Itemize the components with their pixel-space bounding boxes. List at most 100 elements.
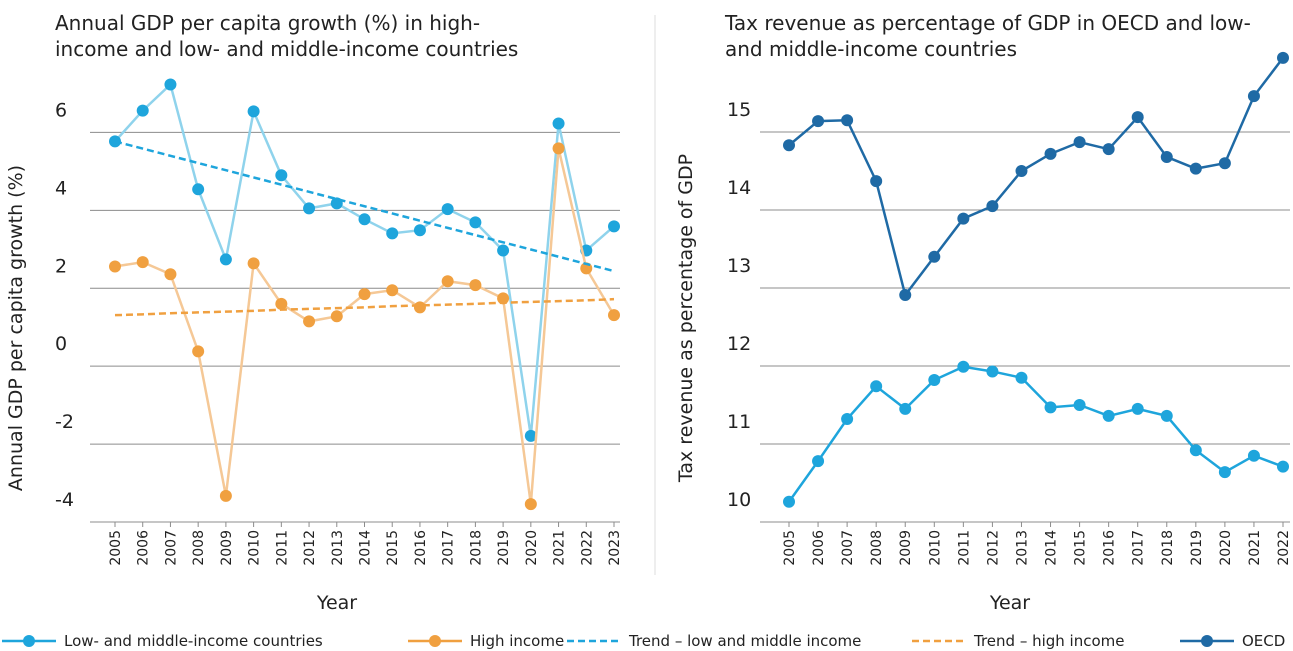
point [986, 200, 999, 213]
legend-label: Low- and middle-income countries [64, 632, 323, 650]
point [1044, 147, 1057, 160]
point [1218, 157, 1231, 170]
point [899, 402, 912, 415]
x-tick-label: 2013 [1014, 530, 1030, 566]
point [247, 105, 260, 118]
point [303, 202, 316, 215]
x-tick-label: 2020 [1218, 530, 1234, 566]
point [552, 117, 565, 130]
y-tick-label: 0 [55, 333, 67, 355]
point [469, 279, 482, 292]
point [957, 212, 970, 225]
legend-marker [23, 635, 35, 647]
x-tick-label: 2018 [468, 530, 484, 566]
point [928, 374, 941, 387]
legend-marker [1201, 635, 1213, 647]
x-tick-label: 2020 [524, 530, 540, 566]
point [783, 139, 795, 152]
x-tick-label: 2005 [782, 530, 798, 566]
point [783, 495, 795, 508]
point [413, 224, 426, 237]
point [497, 244, 510, 257]
point [1102, 143, 1115, 156]
point [1044, 401, 1057, 414]
point [1189, 162, 1202, 175]
point [1277, 460, 1289, 473]
point [1073, 136, 1086, 149]
point [109, 260, 121, 273]
point [608, 309, 620, 322]
x-tick-label: 2013 [330, 530, 346, 566]
point [441, 275, 454, 288]
x-tick-label: 2017 [441, 530, 457, 566]
point [1160, 150, 1173, 163]
x-tick-label: 2014 [358, 530, 374, 566]
x-tick-label: 2010 [927, 530, 943, 566]
legend-label: Trend – low and middle income [628, 632, 861, 650]
point [524, 498, 537, 511]
point [870, 380, 883, 393]
point [164, 78, 177, 91]
x-axis-label: Year [989, 592, 1030, 614]
y-axis-label: Annual GDP per capita growth (%) [5, 165, 27, 491]
point [812, 115, 825, 128]
point [1015, 371, 1028, 384]
point [219, 489, 232, 502]
x-tick-label: 2018 [1160, 530, 1176, 566]
point [386, 227, 399, 240]
point [136, 104, 149, 117]
y-tick-label: 10 [727, 489, 751, 511]
trend-line [114, 297, 615, 317]
x-tick-label: 2006 [811, 530, 827, 566]
point [303, 315, 316, 328]
x-tick-label: 2008 [191, 530, 207, 566]
point [164, 268, 177, 281]
x-tick-label: 2016 [1102, 530, 1118, 566]
point [524, 429, 537, 442]
x-tick-label: 2011 [956, 530, 972, 566]
point [812, 455, 825, 468]
point [192, 183, 205, 196]
point [608, 220, 620, 233]
y-tick-label: -2 [55, 411, 74, 433]
y-tick-label: 13 [727, 255, 751, 277]
x-tick-label: 2022 [1276, 530, 1292, 566]
x-tick-label: 2021 [1247, 530, 1263, 566]
x-tick-label: 2007 [163, 530, 179, 566]
y-tick-label: 2 [55, 255, 67, 277]
point [841, 114, 854, 127]
point [1102, 409, 1115, 422]
x-tick-label: 2015 [1073, 530, 1089, 566]
y-tick-label: 15 [727, 99, 751, 121]
point [1277, 51, 1289, 64]
series-line [788, 57, 1284, 298]
series-line [114, 148, 616, 505]
point [275, 169, 288, 182]
y-tick-label: 4 [55, 177, 67, 199]
x-tick-label: 2016 [413, 530, 429, 566]
point [986, 365, 999, 378]
point [928, 250, 941, 263]
point [358, 288, 371, 301]
point [1015, 165, 1028, 177]
y-axis-label: Tax revenue as percentage of GDP [675, 154, 697, 483]
x-tick-label: 2010 [247, 530, 263, 566]
x-tick-label: 2011 [274, 530, 290, 566]
x-tick-label: 2021 [552, 530, 568, 566]
x-tick-label: 2014 [1044, 530, 1060, 566]
point [841, 413, 854, 426]
point [1189, 444, 1202, 457]
point [870, 175, 883, 188]
point [957, 360, 970, 373]
y-tick-label: 12 [727, 333, 751, 355]
y-tick-label: 11 [727, 411, 751, 433]
x-tick-label: 2023 [607, 530, 623, 566]
point [899, 289, 912, 302]
point [441, 203, 454, 216]
x-tick-label: 2006 [136, 530, 152, 566]
x-tick-label: 2012 [302, 530, 318, 566]
point [1073, 399, 1086, 411]
point [192, 345, 205, 358]
x-tick-label: 2015 [385, 530, 401, 566]
